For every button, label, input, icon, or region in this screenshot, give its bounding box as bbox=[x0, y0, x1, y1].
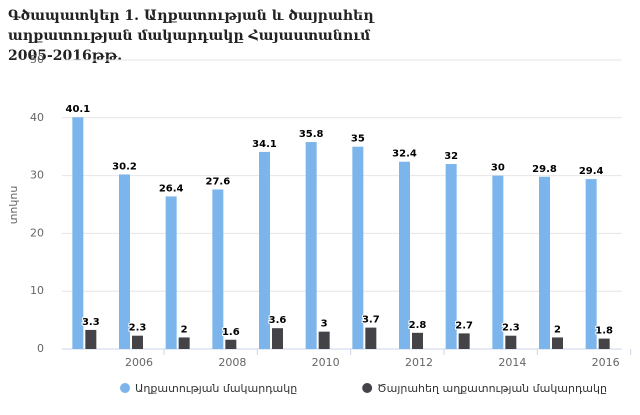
data-label: 3.7 bbox=[362, 315, 380, 326]
bar bbox=[492, 175, 504, 349]
data-label: 35.8 bbox=[299, 129, 324, 140]
legend-label: Ծայրահեղ աղքատության մակարդակը bbox=[377, 382, 607, 395]
data-label: 3.3 bbox=[82, 317, 100, 328]
bar bbox=[552, 337, 563, 349]
legend-marker bbox=[120, 383, 130, 393]
bar bbox=[598, 338, 610, 349]
bar bbox=[458, 333, 470, 349]
y-tick-label: 20 bbox=[30, 226, 44, 239]
bar bbox=[259, 151, 270, 349]
data-label: 3 bbox=[321, 319, 328, 330]
data-label: 30.2 bbox=[112, 161, 137, 172]
chart-title: Գծապատկեր 1. Աղքատության և ծայրահեղ աղքա… bbox=[8, 8, 374, 64]
x-tick-label: 2014 bbox=[498, 356, 526, 369]
data-label: 2.3 bbox=[129, 323, 147, 334]
x-tick-label: 2012 bbox=[405, 356, 433, 369]
bar bbox=[225, 339, 237, 349]
bar bbox=[119, 174, 130, 349]
bar bbox=[165, 196, 177, 349]
bar bbox=[445, 164, 457, 349]
y-axis-label: տոկոս bbox=[7, 186, 20, 225]
data-label: 32.4 bbox=[392, 149, 417, 160]
y-tick-label: 40 bbox=[30, 111, 44, 124]
y-tick-label: 50 bbox=[30, 53, 44, 66]
bar bbox=[85, 329, 97, 349]
data-label: 32 bbox=[444, 151, 458, 162]
bar bbox=[399, 161, 410, 349]
data-label: 34.1 bbox=[252, 139, 277, 150]
data-label: 1.6 bbox=[222, 327, 240, 338]
bar bbox=[72, 117, 84, 349]
bar bbox=[412, 332, 423, 349]
bar bbox=[505, 335, 517, 349]
data-label: 29.4 bbox=[579, 166, 604, 177]
data-label: 29.8 bbox=[532, 164, 557, 175]
y-tick-label: 30 bbox=[30, 169, 44, 182]
bar bbox=[585, 179, 597, 349]
bar bbox=[365, 327, 377, 349]
data-label: 2.3 bbox=[502, 323, 520, 334]
x-tick-label: 2006 bbox=[125, 356, 153, 369]
legend-marker bbox=[362, 383, 373, 393]
data-label: 27.6 bbox=[205, 176, 230, 187]
x-tick-label: 2008 bbox=[218, 356, 246, 369]
data-label: 30 bbox=[491, 163, 505, 174]
bar bbox=[318, 331, 330, 349]
bar bbox=[305, 142, 317, 349]
bar bbox=[132, 335, 143, 349]
data-label: 2 bbox=[181, 324, 188, 335]
bar bbox=[352, 146, 364, 349]
bar bbox=[272, 328, 283, 349]
data-label: 3.6 bbox=[269, 315, 287, 326]
legend-label: Աղքատության մակարդակը bbox=[135, 382, 297, 395]
data-label: 35 bbox=[351, 134, 365, 145]
data-label: 2.7 bbox=[455, 320, 473, 331]
bar bbox=[212, 189, 224, 349]
data-label: 1.8 bbox=[595, 326, 613, 337]
data-label: 26.4 bbox=[159, 183, 184, 194]
bar bbox=[178, 337, 190, 349]
bar bbox=[539, 176, 550, 349]
y-tick-label: 0 bbox=[37, 342, 44, 355]
x-tick-label: 2010 bbox=[312, 356, 340, 369]
y-tick-label: 10 bbox=[30, 284, 44, 297]
x-tick-label: 2016 bbox=[592, 356, 620, 369]
data-label: 2.8 bbox=[409, 320, 427, 331]
data-label: 2 bbox=[554, 324, 561, 335]
data-label: 40.1 bbox=[65, 104, 90, 115]
